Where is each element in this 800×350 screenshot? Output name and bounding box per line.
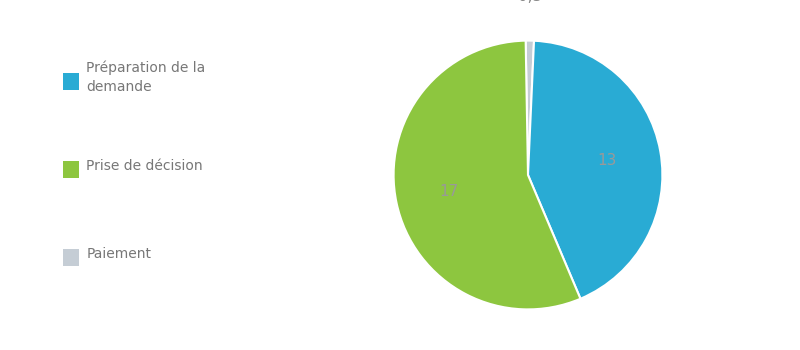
Bar	[63, 249, 79, 266]
Text: Préparation de la
demande: Préparation de la demande	[86, 61, 206, 94]
Text: 17: 17	[439, 184, 458, 199]
Text: Prise de décision: Prise de décision	[86, 159, 203, 173]
Text: 13: 13	[598, 153, 617, 168]
Wedge shape	[528, 41, 662, 299]
Bar	[63, 73, 79, 90]
Text: 0,3: 0,3	[518, 0, 542, 4]
Bar	[63, 161, 79, 178]
Wedge shape	[526, 41, 534, 175]
Text: Paiement: Paiement	[86, 247, 151, 261]
Wedge shape	[394, 41, 581, 309]
